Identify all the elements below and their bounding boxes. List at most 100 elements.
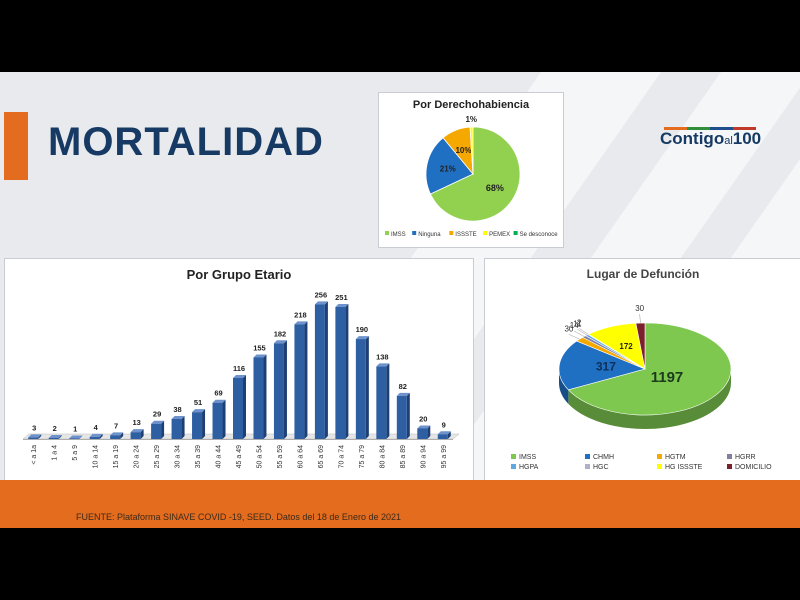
tick-label-60-a-64: 60 a 64: [297, 445, 304, 468]
bar-top-1-a-4: [48, 434, 62, 438]
bar-side-75-a-79: [365, 336, 369, 439]
bar-30-a-34: [171, 419, 182, 439]
legend-entry-issste: ISSSTE: [455, 232, 476, 238]
data-label-85-a-89: 82: [399, 382, 407, 391]
chart-title: Por Derechohabiencia: [412, 99, 530, 111]
data-label-50-a-54: 155: [253, 343, 266, 352]
tick-label-a-1a: < a 1a: [31, 445, 38, 465]
bar-top-5-a-9: [69, 435, 83, 439]
bar-65-a-69: [314, 304, 325, 439]
bar-95-a-99: [437, 434, 448, 439]
data-label-80-a-84: 138: [376, 352, 389, 361]
data-label-hg-issste: 172: [619, 342, 633, 351]
bar-top-30-a-34: [171, 416, 185, 420]
footer-band: [0, 480, 800, 528]
tick-label-75-a-79: 75 a 79: [359, 445, 366, 468]
bar-45-a-49: [233, 377, 243, 439]
legend-swatch-se-desconoce: [513, 231, 518, 235]
bar-side-85-a-89: [406, 392, 410, 439]
legend-swatch-imss: [511, 454, 516, 459]
tick-label-10-a-14: 10 a 14: [93, 445, 100, 468]
legend-swatch-imss: [385, 231, 389, 235]
tick-label-15-a-19: 15 a 19: [113, 445, 120, 468]
tick-label-80-a-84: 80 a 84: [379, 445, 386, 468]
legend-swatch-hgrr: [727, 454, 732, 459]
legend-swatch-hgpa: [511, 464, 516, 469]
legend-entry-hgc: HGC: [593, 464, 609, 471]
bar-side-80-a-84: [386, 363, 390, 439]
bar-side-30-a-34: [181, 416, 185, 439]
bar-top-65-a-69: [314, 301, 328, 305]
bar-top-95-a-99: [437, 431, 451, 435]
tick-label-95-a-99: 95 a 99: [441, 445, 448, 468]
pie-slice-imss: [429, 126, 521, 222]
legend-swatch-ninguna: [412, 231, 417, 235]
legend-entry-hgtm: HGTM: [665, 454, 686, 461]
tick-label-35-a-39: 35 a 39: [195, 445, 202, 468]
grupo-etario-bar-chart: 3 < a 1a 2 1 a 4 1 5 a 9 4 10 a 14 7 15 a 19 13 20 …: [22, 290, 460, 468]
bar-side-20-a-24: [140, 429, 144, 439]
logo-text-1: Contigo: [660, 129, 725, 148]
data-label-65-a-69: 256: [315, 290, 328, 299]
accent-bar: [4, 112, 28, 180]
legend-swatch-hgc: [585, 464, 590, 469]
legend-entry-hgpa: HGPA: [519, 464, 539, 471]
data-label-55-a-59: 182: [274, 329, 287, 338]
bar-top-20-a-24: [130, 429, 144, 433]
bar-top-35-a-39: [192, 409, 206, 413]
leader-line-domicilio: [639, 314, 641, 324]
bar-top-55-a-59: [273, 340, 287, 344]
bar-top-90-a-94: [417, 425, 431, 429]
bar-side-55-a-59: [283, 340, 287, 439]
bar-25-a-29: [151, 423, 162, 439]
tick-label-90-a-94: 90 a 94: [420, 445, 427, 468]
bar-40-a-44: [212, 402, 223, 439]
legend-entry-domicilio: DOMICILIO: [735, 464, 772, 471]
slide: MORTALIDAD Contigoal100 Por Derechohabie…: [0, 72, 800, 528]
data-label-5-a-9: 1: [73, 424, 77, 433]
pie-slice-chmh: [558, 340, 646, 391]
tick-label-30-a-34: 30 a 34: [175, 445, 182, 468]
bar-80-a-84: [376, 366, 387, 439]
tick-label-50-a-54: 50 a 54: [256, 445, 263, 468]
bar-85-a-89: [396, 395, 407, 439]
data-label-hgtm: 30: [564, 324, 573, 333]
bar-side-90-a-94: [427, 425, 431, 439]
bar-1-a-4: [48, 437, 59, 439]
legend-entry-chmh: CHMH: [593, 454, 614, 461]
legend-entry-pemex: PEMEX: [489, 232, 510, 238]
legend-swatch-chmh: [585, 454, 590, 459]
tick-label-40-a-44: 40 a 44: [216, 445, 223, 468]
slide-title: MORTALIDAD: [48, 120, 324, 164]
data-label-20-a-24: 13: [132, 418, 140, 427]
contigo-al-100-logo: Contigoal100: [660, 129, 761, 149]
data-label-45-a-49: 116: [233, 364, 245, 373]
tick-label-5-a-9: 5 a 9: [72, 445, 79, 461]
data-label-hgpa: 11: [573, 319, 582, 328]
data-label-a-1a: 3: [32, 423, 36, 432]
bar-top-a-1a: [28, 434, 42, 438]
bar-top-40-a-44: [212, 399, 226, 403]
data-label: 68%: [486, 183, 504, 193]
legend-swatch-domicilio: [727, 464, 732, 469]
bar-side-95-a-99: [447, 431, 451, 439]
bar-side-50-a-54: [263, 354, 267, 439]
data-label-imss: 1197: [651, 369, 684, 386]
legend-swatch-pemex: [483, 231, 488, 235]
bar-side-70-a-74: [345, 303, 349, 439]
data-label-hgrr: 14: [570, 321, 579, 330]
pie-side-imss: [568, 369, 731, 429]
tick-label-85-a-89: 85 a 89: [400, 445, 407, 468]
bar-55-a-59: [273, 343, 284, 439]
bar-70-a-74: [335, 306, 346, 439]
bar-top-45-a-49: [233, 374, 246, 378]
legend-swatch-hg-issste: [657, 464, 662, 469]
tick-label-25-a-29: 25 a 29: [154, 445, 161, 468]
bar-top-15-a-19: [110, 432, 124, 436]
data-label-10-a-14: 4: [94, 423, 99, 432]
bar-top-60-a-64: [294, 321, 308, 325]
bar-top-10-a-14: [89, 433, 103, 437]
bar-35-a-39: [192, 412, 203, 439]
legend-swatch-issste: [449, 231, 454, 235]
